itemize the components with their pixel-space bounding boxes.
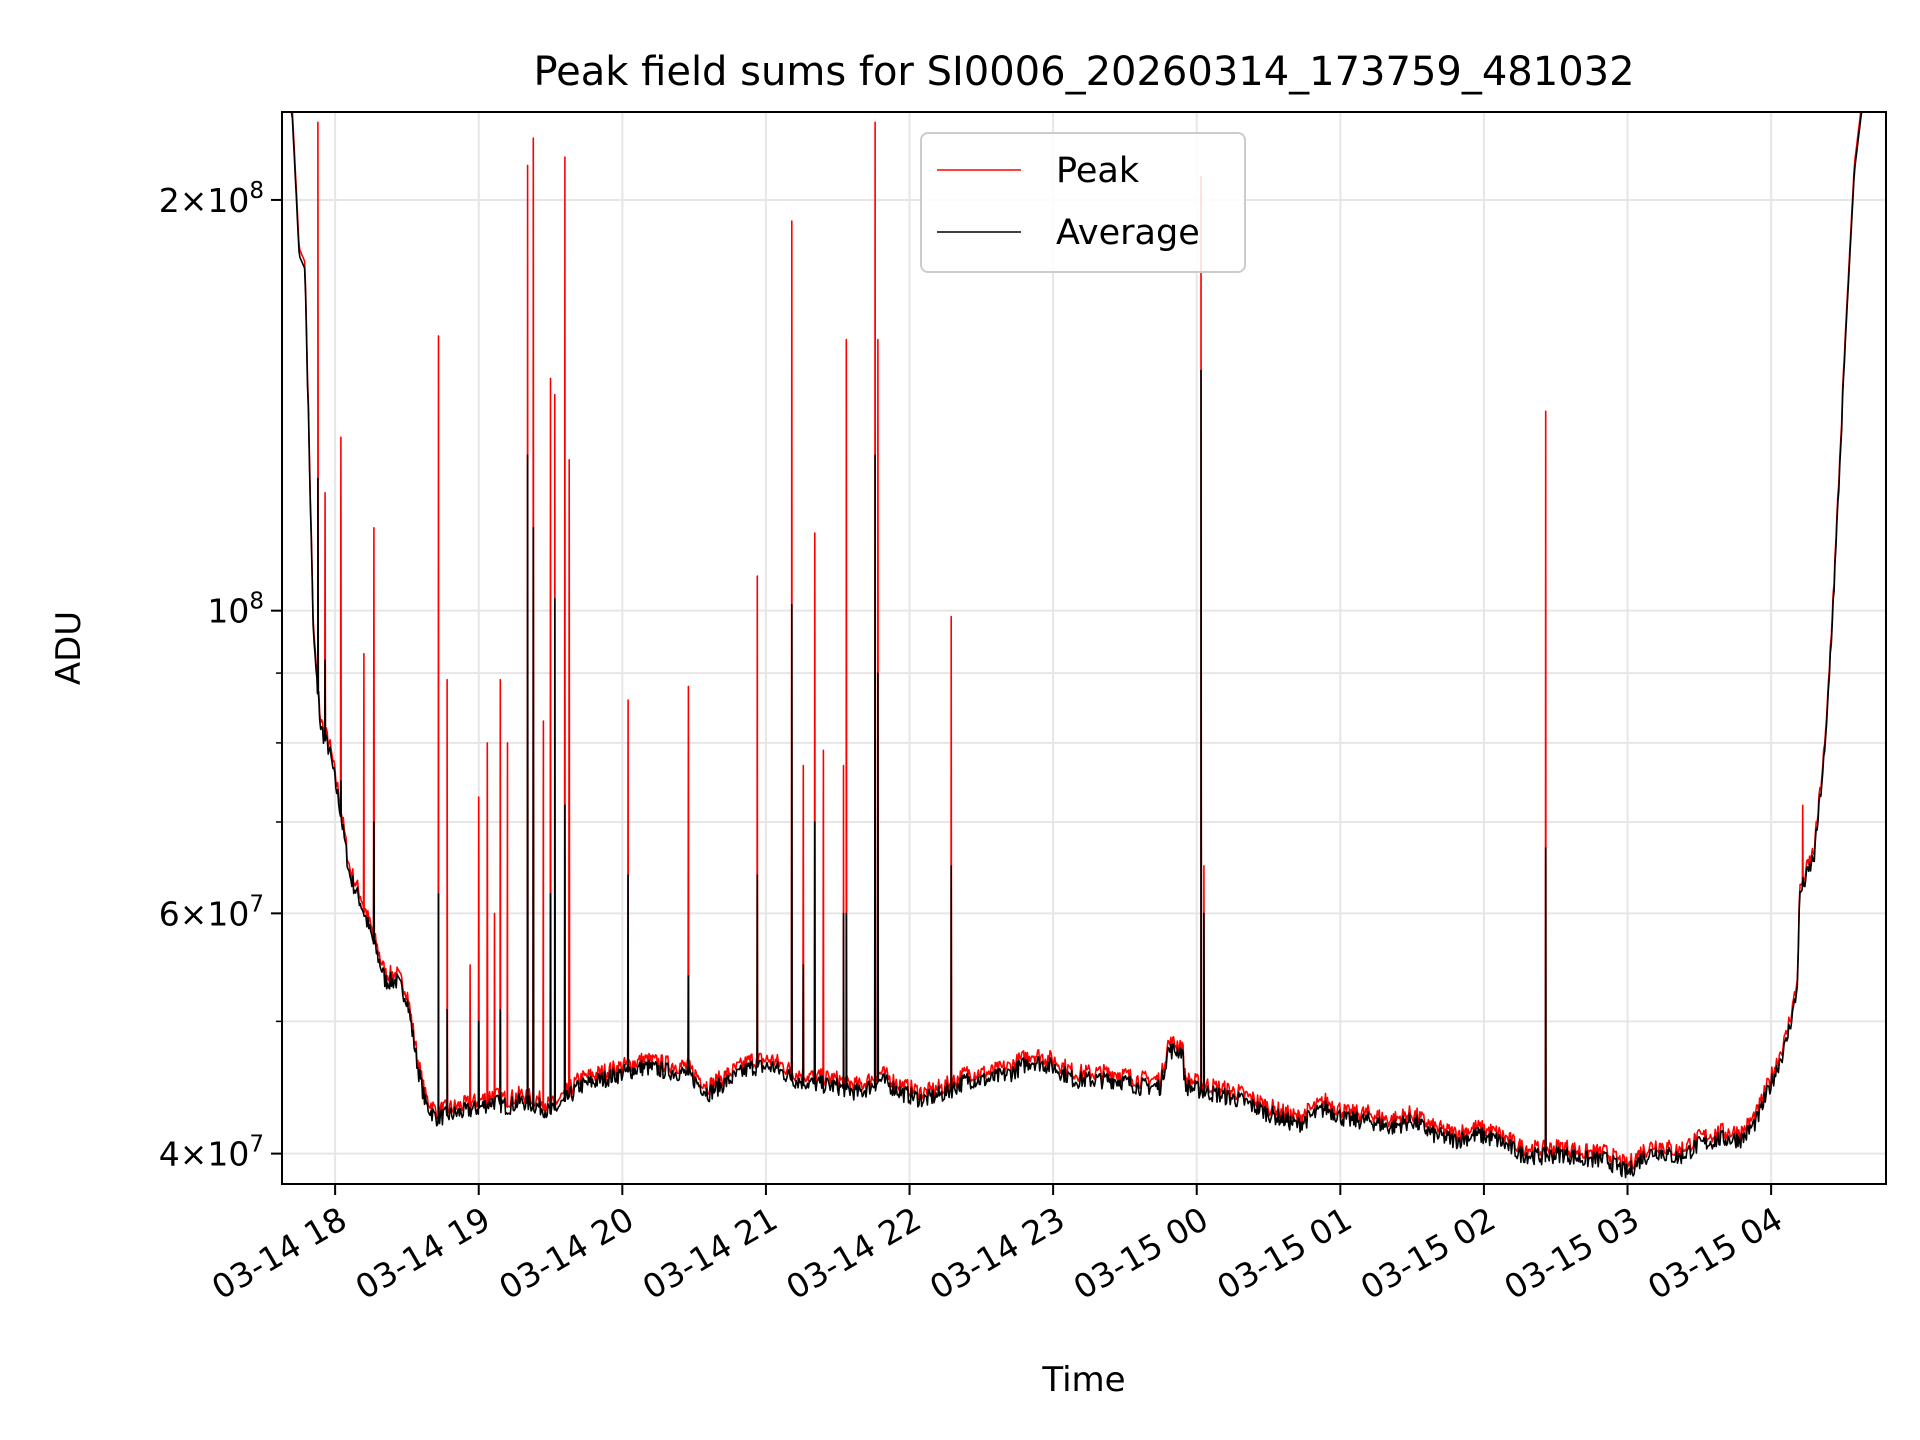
x-tick-label: 03-15 02 (1354, 1199, 1502, 1307)
x-tick-label: 03-14 19 (349, 1199, 497, 1307)
x-tick-label: 03-14 21 (636, 1199, 784, 1307)
x-tick-label: 03-14 23 (923, 1199, 1071, 1307)
x-tick-label: 03-14 22 (780, 1199, 928, 1307)
legend: Peak Average (920, 132, 1246, 273)
series-average-line (282, 111, 1886, 1179)
x-tick-label: 03-15 00 (1067, 1199, 1215, 1307)
y-tick-label: 6×107 (159, 891, 264, 933)
x-tick-label: 03-15 04 (1641, 1199, 1789, 1307)
x-axis-label: Time (1041, 1360, 1125, 1400)
x-tick-label: 03-15 03 (1498, 1199, 1646, 1307)
legend-average-label: Average (1056, 213, 1200, 253)
x-tick-label: 03-14 20 (492, 1199, 640, 1307)
grid-lines (282, 112, 1886, 1184)
x-tick-label: 03-15 01 (1210, 1199, 1358, 1307)
y-axis-label: ADU (49, 611, 89, 685)
series-average (282, 111, 1886, 1179)
y-tick-label: 2×108 (159, 178, 264, 220)
y-tick-label: 108 (207, 589, 264, 631)
chart-title: Peak field sums for SI0006_20260314_1737… (533, 49, 1634, 95)
legend-box (920, 132, 1246, 273)
x-tick-label: 03-14 18 (205, 1199, 353, 1307)
y-axis-ticks: 4×107 6×107 108 2×108 (159, 178, 282, 1174)
plot-frame (281, 111, 1887, 1185)
legend-peak-label: Peak (1056, 151, 1140, 191)
y-tick-label: 4×107 (159, 1132, 264, 1174)
